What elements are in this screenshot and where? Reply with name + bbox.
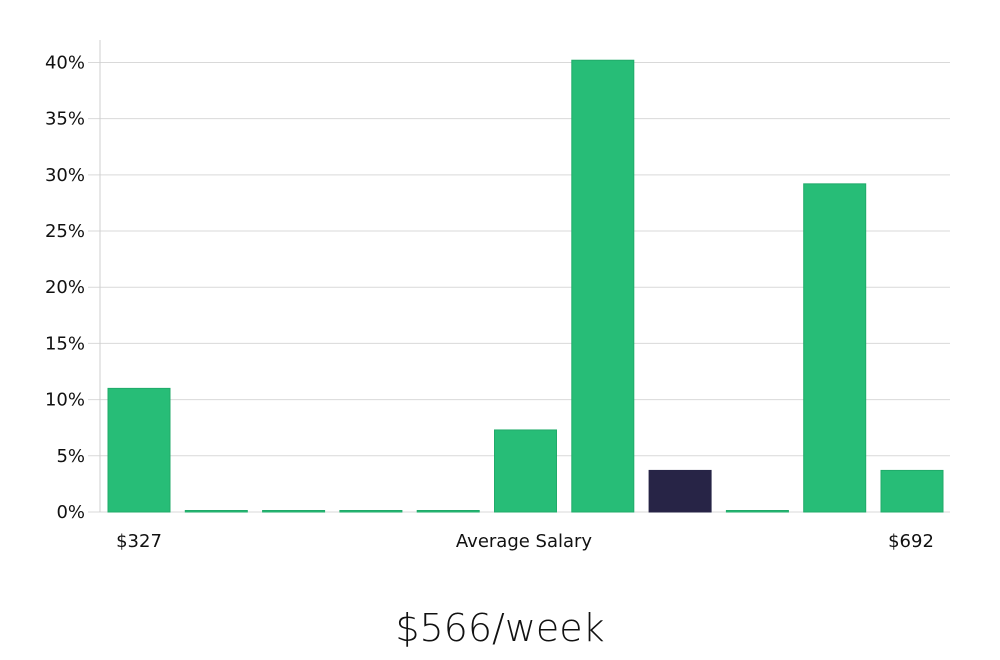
average-salary-value: $566/week xyxy=(395,606,605,650)
bar xyxy=(494,429,557,513)
y-tick-label: 35% xyxy=(45,109,85,130)
x-label-max: $692 xyxy=(888,531,934,552)
y-tick-label: 30% xyxy=(45,165,85,186)
y-tick-label: 5% xyxy=(56,446,85,467)
y-tick-label: 25% xyxy=(45,221,85,242)
y-tick-label: 15% xyxy=(45,333,85,354)
y-tick-label: 40% xyxy=(45,52,85,73)
gridlines xyxy=(88,61,950,513)
bar xyxy=(416,510,480,513)
bar-highlighted xyxy=(648,469,712,513)
bar xyxy=(107,387,171,513)
y-tick-label: 0% xyxy=(56,502,85,523)
y-axis-ticks: 0% 5% 10% 15% 20% 25% 30% 35% 40% xyxy=(45,52,85,523)
bars xyxy=(107,59,944,513)
bar xyxy=(262,510,326,513)
bar xyxy=(880,469,944,513)
y-tick-label: 10% xyxy=(45,390,85,411)
x-label-min: $327 xyxy=(116,531,162,552)
bar xyxy=(339,510,403,513)
bar xyxy=(571,59,635,513)
y-tick-label: 20% xyxy=(45,277,85,298)
salary-histogram: 0% 5% 10% 15% 20% 25% 30% 35% 40% $327 Average S… xyxy=(45,40,950,552)
bar xyxy=(725,510,789,513)
bar xyxy=(184,510,248,513)
x-label-center: Average Salary xyxy=(456,531,593,552)
bar xyxy=(803,183,867,513)
